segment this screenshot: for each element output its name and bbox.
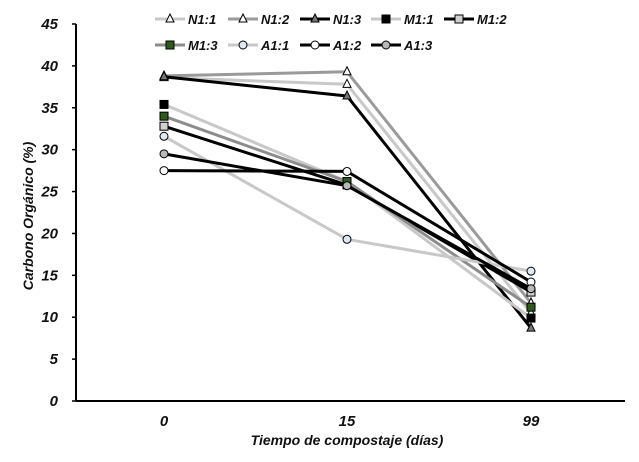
- legend-label: N1:1: [188, 12, 216, 27]
- legend-marker: [238, 12, 248, 23]
- legend-label: A1:1: [260, 38, 289, 53]
- legend-marker: [310, 40, 320, 50]
- series-line-n1-3: [163, 75, 533, 330]
- legend-marker: [310, 12, 320, 23]
- legend-item: A1:2: [300, 38, 362, 53]
- legend-label: M1:3: [188, 38, 218, 53]
- y-tick-label: 5: [50, 351, 59, 368]
- data-point-a1-3: [159, 149, 169, 159]
- data-point-m1-2: [159, 121, 169, 131]
- legend-label: M1:1: [404, 12, 434, 27]
- legend: N1:1 N1:2 N1:3 M1:1 M1:2 M1:3 A1:1 A1:2 A1:3: [155, 12, 507, 53]
- data-point-m1-3: [159, 111, 169, 121]
- data-point-a1-1: [159, 131, 169, 141]
- series-line-m1-2: [163, 124, 532, 294]
- legend-label: N1:3: [333, 12, 362, 27]
- data-point-m1-1: [159, 99, 169, 109]
- y-tick-label: 40: [40, 58, 58, 75]
- y-tick-label: 10: [41, 309, 58, 326]
- legend-item: N1:1: [155, 12, 216, 27]
- data-point-a1-3: [526, 284, 536, 294]
- legend-label: M1:2: [477, 12, 507, 27]
- y-tick-label: 30: [41, 142, 58, 159]
- legend-item: N1:2: [228, 12, 290, 27]
- data-point-a1-2: [342, 166, 352, 176]
- legend-marker: [238, 40, 248, 50]
- y-tick-label: 0: [50, 393, 59, 410]
- legend-item: A1:3: [371, 38, 433, 53]
- data-point-n1-3: [342, 89, 352, 100]
- data-point-a1-1: [342, 234, 352, 244]
- data-point-a1-2: [159, 166, 169, 176]
- data-point-n1-3: [526, 321, 536, 332]
- legend-item: M1:2: [444, 12, 507, 27]
- legend-item: M1:3: [155, 38, 218, 53]
- data-point-a1-3: [342, 181, 352, 191]
- legend-marker: [165, 40, 175, 50]
- data-point-n1-2: [342, 65, 352, 76]
- x-tick-label: 15: [339, 413, 356, 430]
- data-point-n1-3: [159, 70, 169, 81]
- legend-label: A1:2: [332, 38, 362, 53]
- y-tick-label: 45: [40, 16, 58, 33]
- y-tick-label: 15: [41, 267, 58, 284]
- data-point-m1-1: [526, 313, 536, 323]
- x-tick-labels: 0 15 99: [160, 413, 540, 430]
- legend-marker: [381, 14, 391, 24]
- data-point-n1-1: [342, 78, 352, 88]
- legend-marker: [165, 12, 175, 23]
- x-axis-title: Tiempo de compostaje (días): [251, 432, 444, 448]
- series-line-a1-1: [163, 134, 532, 273]
- legend-label: A1:3: [403, 38, 433, 53]
- legend-item: A1:1: [228, 38, 289, 53]
- legend-marker: [454, 14, 464, 24]
- y-tick-label: 20: [40, 225, 58, 242]
- y-tick-label: 35: [41, 100, 58, 117]
- y-axis-title: Carbono Orgánico (%): [20, 141, 36, 290]
- y-tick-labels: 0 5 10 15 20 25 30 35 40 45: [40, 16, 76, 410]
- legend-item: N1:3: [300, 12, 362, 27]
- x-tick-label: 0: [160, 413, 169, 430]
- axes: [75, 24, 625, 402]
- legend-label: N1:2: [261, 12, 290, 27]
- y-tick-label: 25: [40, 184, 58, 201]
- legend-marker: [381, 40, 391, 50]
- legend-item: M1:1: [371, 12, 434, 27]
- x-tick-label: 99: [523, 413, 540, 430]
- series-markers: [159, 65, 536, 332]
- series-lines: [163, 70, 533, 330]
- data-point-a1-1: [526, 266, 536, 276]
- data-point-m1-3: [526, 302, 536, 312]
